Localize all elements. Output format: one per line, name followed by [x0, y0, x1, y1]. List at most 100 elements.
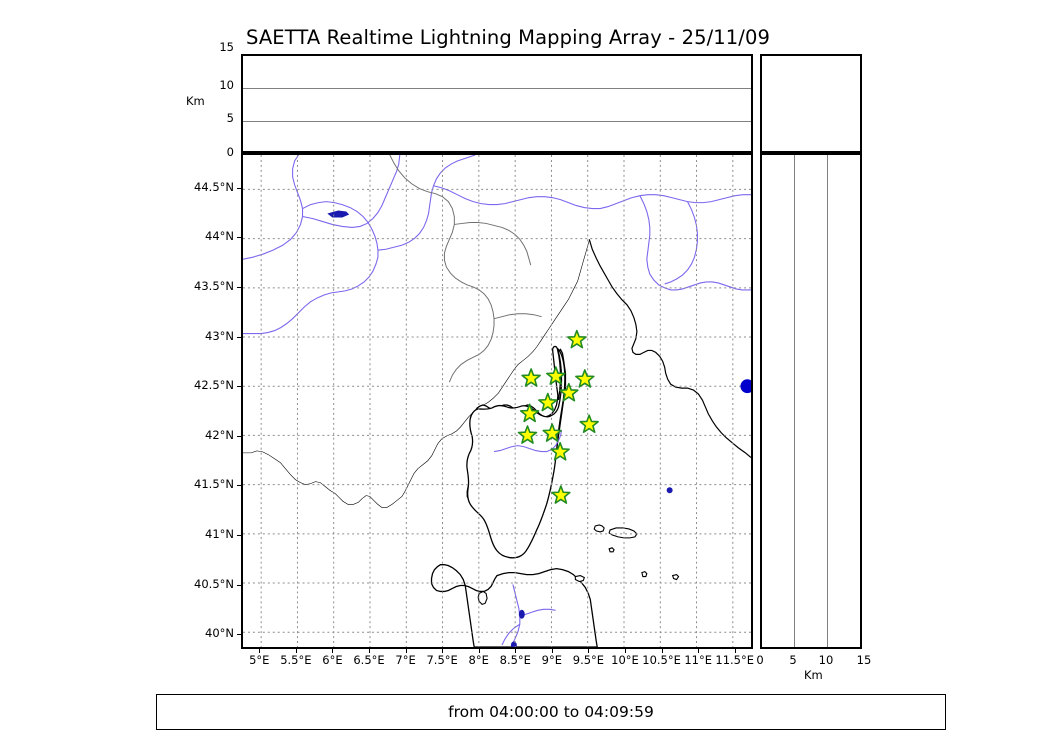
lon-tick-label: 9°E [541, 653, 563, 667]
lon-tick-label: 5.5°E [280, 653, 312, 667]
lat-tick-label: 41°N [205, 526, 234, 541]
blue-dot-marker[interactable] [740, 379, 751, 394]
lon-tickmark [661, 649, 663, 653]
xz-ytick-15: 15 [219, 40, 234, 54]
island-giglio [671, 573, 680, 581]
lon-tick-label: 5°E [249, 653, 270, 667]
yz-gridline-5 [793, 155, 795, 647]
lat-tickmark [237, 485, 241, 487]
lon-tickmark [551, 649, 553, 653]
lon-tickmark [515, 649, 517, 653]
lat-tick-label: 43°N [205, 328, 234, 343]
station-star[interactable] [517, 425, 538, 444]
xz-ytick-10: 10 [219, 78, 234, 92]
page-title: SAETTA Realtime Lightning Mapping Array … [246, 26, 770, 49]
lat-tickmark [237, 286, 241, 288]
lat-tickmark [237, 634, 241, 636]
landmass-italy-fill [589, 155, 751, 458]
lat-tick-label: 43.5°N [194, 278, 234, 293]
lon-tick-label: 10°E [611, 653, 639, 667]
yz-xtick-5: 5 [789, 653, 797, 667]
lon-tick-label: 6.5°E [353, 653, 385, 667]
station-star[interactable] [546, 366, 566, 385]
lon-tick-label: 11.5°E [715, 653, 755, 667]
yz-xaxis-label: Km [804, 668, 823, 682]
lat-tickmark [237, 584, 241, 586]
lon-tickmark [442, 649, 444, 653]
xz-ytick-0: 0 [226, 145, 234, 159]
yz-xtick-0: 0 [756, 653, 764, 667]
yz-xtick-15: 15 [856, 653, 872, 667]
map-graphics [243, 155, 751, 647]
island-montecristo [641, 570, 648, 578]
lat-tick-label: 41.5°N [194, 477, 234, 492]
lon-tick-label: 11°E [684, 653, 712, 667]
status-bar[interactable]: from 04:00:00 to 04:09:59 [156, 694, 946, 730]
lat-tick-label: 44°N [205, 229, 234, 244]
lon-tickmark [734, 649, 736, 653]
lon-tickmark [369, 649, 370, 653]
lon-tickmark [625, 649, 626, 653]
station-star[interactable] [550, 441, 570, 461]
xz-yaxis-label: Km [186, 94, 205, 108]
station-star[interactable] [567, 329, 587, 349]
lat-tick-label: 42°N [205, 427, 234, 442]
map-gridlines [243, 155, 751, 647]
lon-tick-label: 6°E [322, 653, 343, 667]
landmass-north-fill [243, 155, 590, 508]
xz-gridline-5 [243, 120, 751, 122]
station-star[interactable] [551, 485, 571, 504]
lon-tick-label: 7.5°E [426, 653, 458, 667]
lat-tick-label: 40°N [205, 626, 234, 641]
lat-tickmark [237, 237, 241, 239]
lat-tick-label: 44.5°N [194, 179, 234, 194]
map-canvas[interactable] [243, 155, 751, 647]
yz-cross-section-panel[interactable] [760, 153, 862, 649]
admin-borders [389, 155, 542, 383]
lat-tickmark [237, 187, 241, 189]
lon-tick-label: 9.5°E [572, 653, 605, 667]
lat-tickmark [237, 435, 241, 437]
lat-tick-label: 42.5°N [194, 378, 234, 393]
island-asinara [477, 590, 488, 605]
lat-tickmark [237, 386, 241, 388]
lon-tick-label: 8.5°E [499, 653, 531, 667]
corner-panel[interactable] [760, 54, 862, 153]
coastline-sardinia [430, 564, 598, 647]
island-capraia [593, 524, 605, 533]
status-text: from 04:00:00 to 04:09:59 [448, 703, 654, 721]
xz-ytick-5: 5 [226, 111, 234, 125]
lakes [327, 210, 673, 647]
lon-tick-label: 10.5°E [642, 653, 681, 667]
station-markers[interactable] [517, 329, 599, 504]
station-star[interactable] [538, 392, 558, 412]
station-star[interactable] [521, 368, 541, 387]
station-star[interactable] [579, 414, 599, 434]
lon-tickmark [295, 649, 297, 653]
island-maddalena [574, 575, 585, 583]
island-pianosa [608, 547, 615, 553]
lat-tickmark [237, 336, 241, 338]
lon-tickmark [588, 649, 590, 653]
station-star[interactable] [519, 403, 540, 423]
lat-tick-label: 40.5°N [194, 576, 234, 591]
station-star[interactable] [542, 423, 562, 442]
yz-gridline-10 [826, 155, 828, 647]
lon-tickmark [405, 649, 407, 653]
lat-tickmark [237, 534, 241, 536]
lightning-map-panel[interactable] [241, 153, 753, 649]
xz-gridline-10 [243, 87, 751, 89]
rivers [243, 155, 751, 646]
island-elba [608, 527, 638, 539]
lon-tick-label: 8°E [468, 653, 489, 667]
lon-tickmark [332, 649, 334, 653]
lon-tickmark [259, 649, 261, 653]
lon-tick-label: 7°E [395, 653, 416, 667]
lon-tickmark [478, 649, 480, 653]
station-star[interactable] [575, 369, 595, 388]
lon-tickmark [698, 649, 700, 653]
point-markers[interactable] [740, 379, 751, 394]
coastline-italy [588, 239, 751, 458]
xz-cross-section-panel[interactable] [241, 54, 753, 153]
station-star[interactable] [559, 382, 579, 402]
